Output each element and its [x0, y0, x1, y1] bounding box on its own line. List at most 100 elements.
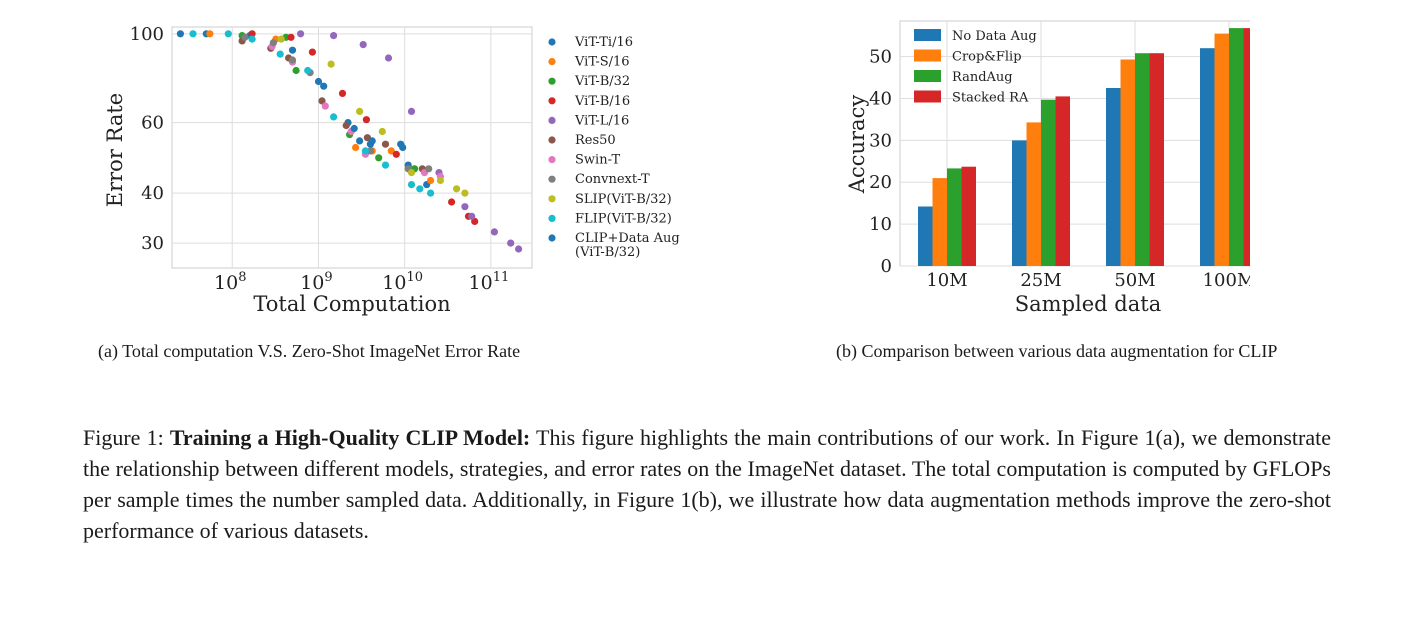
legend-label: ViT-Ti/16: [574, 35, 633, 50]
scatter-point: [407, 169, 416, 177]
scatter-point: [468, 212, 476, 220]
legend-label: ViT-B/32: [574, 74, 630, 89]
legend-label: Swin-T: [575, 153, 620, 168]
scatter-point: [314, 77, 323, 86]
legend-marker: [548, 156, 556, 164]
y-tick-label: 40: [141, 183, 164, 204]
scatter-point: [453, 185, 461, 193]
x-tick-label: 25M: [1020, 270, 1061, 291]
x-tick-label: 100M: [1203, 270, 1250, 291]
y-tick-label: 0: [881, 256, 892, 277]
bar: [1026, 122, 1041, 267]
y-tick-label: 30: [869, 130, 892, 151]
bar: [1200, 48, 1215, 267]
scatter-point: [327, 60, 335, 68]
legend-marker: [548, 214, 556, 222]
x-tick-label: 109: [300, 270, 332, 294]
scatter-point: [320, 82, 328, 90]
scatter-point: [427, 189, 435, 197]
scatter-point: [368, 137, 376, 145]
bars: [918, 28, 1250, 267]
scatter-point: [288, 56, 297, 64]
bar: [918, 206, 933, 266]
bar: [1135, 53, 1150, 267]
scatter-point: [321, 102, 329, 110]
scatter-point: [308, 48, 316, 56]
scatter-point: [277, 35, 285, 43]
legend-label-line2: (ViT-B/32): [575, 245, 640, 260]
legend-b: No Data Aug Crop&Flip RandAug Stacked RA: [914, 29, 1037, 106]
scatter-point: [407, 181, 416, 189]
x-axis-label-a: Total Computation: [253, 292, 450, 316]
legend-swatch: [914, 70, 941, 82]
x-tick-label: 108: [214, 270, 246, 294]
bar: [1243, 28, 1250, 266]
scatter-point: [176, 30, 184, 38]
scatter-point: [362, 116, 370, 124]
y-axis-label-a: Error Rate: [103, 93, 127, 207]
scatter-point: [461, 189, 469, 197]
subfigure-a-caption: (a) Total computation V.S. Zero-Shot Ima…: [98, 341, 521, 361]
legend-marker: [548, 195, 556, 203]
scatter-point: [248, 35, 256, 43]
scatter-point: [206, 30, 214, 38]
plot-area-a: [171, 26, 533, 269]
legend-label: Convnext-T: [575, 172, 650, 187]
scatter-point: [297, 30, 305, 38]
y-tick-label: 60: [141, 113, 164, 134]
legend-label: ViT-S/16: [574, 55, 630, 70]
x-tick-label: 1010: [382, 270, 423, 294]
scatter-point: [287, 33, 295, 41]
bar: [1041, 99, 1056, 266]
scatter-point: [330, 113, 338, 121]
scatter-point: [416, 185, 424, 193]
y-tick-label: 30: [141, 233, 164, 254]
scatter-point: [399, 143, 407, 152]
legend-a: ViT-Ti/16 ViT-S/16 ViT-B/32 ViT-B/16 ViT-L/1…: [548, 35, 680, 260]
legend-swatch: [914, 49, 941, 62]
scatter-point: [338, 89, 347, 97]
x-tick-label: 10M: [926, 270, 967, 291]
legend-label: SLIP(ViT-B/32): [575, 192, 672, 207]
scatter-point: [288, 46, 297, 54]
x-tick-label: 50M: [1114, 270, 1155, 291]
scatter-point: [224, 30, 232, 38]
bar-chart-data-augmentation: 10M 25M 50M 100M 0 10 20 30 40 50 No Data Aug Cro…: [845, 20, 1250, 316]
scatter-point: [427, 176, 435, 185]
scatter-point: [384, 54, 393, 62]
y-axis-ticks-a: 100 60 40 30: [130, 24, 164, 254]
y-tick-label: 50: [869, 47, 892, 68]
bar: [1229, 28, 1244, 266]
legend-label: RandAug: [952, 70, 1013, 85]
x-axis-ticks-a: 108 109 1010 1011: [214, 270, 509, 294]
figure-caption: Figure 1: Training a High-Quality CLIP M…: [83, 422, 1331, 546]
scatter-point: [352, 143, 360, 152]
scatter-point: [318, 97, 326, 105]
scatter-point: [359, 41, 367, 49]
scatter-point: [381, 161, 390, 169]
bar: [1106, 88, 1121, 266]
figure-caption-body: This figure highlights the main contribu…: [83, 425, 1331, 543]
scatter-point: [361, 147, 369, 155]
legend-swatch: [914, 29, 941, 41]
y-axis-label-b: Accuracy: [845, 95, 869, 195]
y-tick-label: 10: [869, 214, 892, 235]
scatter-point: [461, 203, 469, 211]
scatter-point: [356, 107, 364, 115]
y-tick-label: 100: [130, 24, 164, 45]
legend-marker: [548, 38, 556, 46]
x-axis-ticks-b: 10M 25M 50M 100M: [926, 270, 1250, 291]
grid-lines-a: [172, 27, 532, 268]
x-tick-label: 1011: [469, 270, 510, 294]
scatter-points: [176, 30, 523, 253]
legend-marker: [548, 97, 556, 105]
scatter-point: [425, 165, 433, 173]
legend-marker: [548, 116, 556, 124]
legend-marker: [548, 136, 556, 144]
y-tick-label: 40: [869, 88, 892, 109]
scatter-point: [342, 121, 350, 130]
x-axis-label-b: Sampled data: [1015, 292, 1161, 316]
legend-label: ViT-L/16: [574, 113, 629, 128]
legend-marker: [548, 234, 556, 242]
legend-marker: [548, 77, 556, 85]
